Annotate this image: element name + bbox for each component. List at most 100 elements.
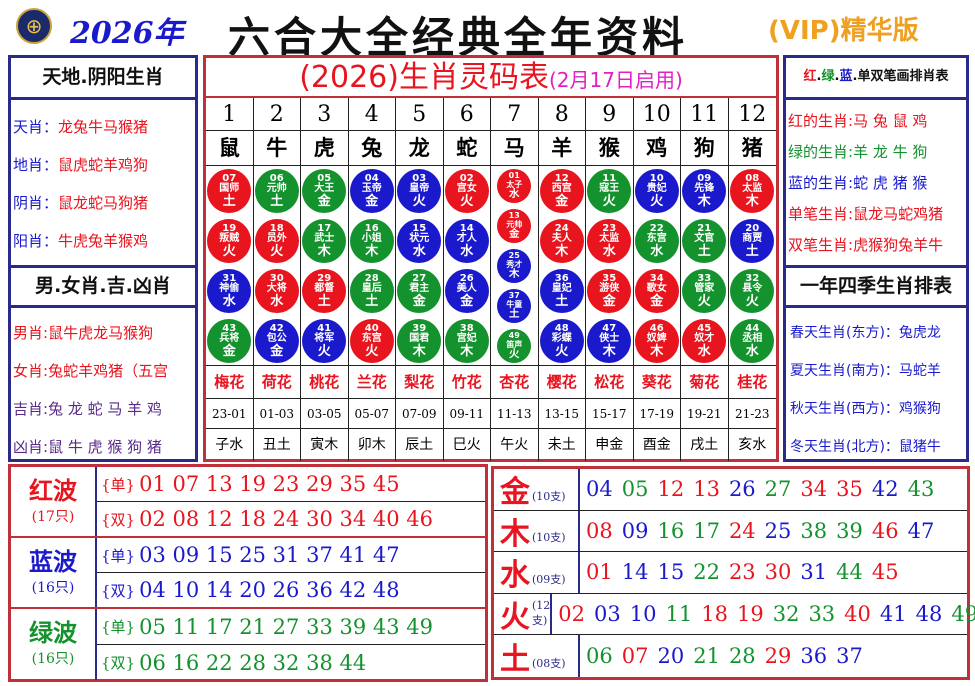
ball-number: 33 [697, 272, 712, 284]
element-numbers: 02 03 10 11 18 19 32 33 40 41 48 49 [552, 594, 975, 635]
season-heading: 一年四季生肖排表 [786, 268, 966, 308]
row-value: 牛虎兔羊猴鸡 [58, 232, 149, 250]
ball-column: 05 大王金 17 武士木 29 都督土 41 将军火 [301, 166, 349, 366]
ball-number: 29 [317, 272, 332, 284]
element-number: 46 [871, 518, 899, 543]
element-numbers: 04 05 12 13 26 27 34 35 42 43 [580, 469, 943, 510]
ball-title: 叛贼 [219, 233, 240, 245]
tiandi-row: 地肖：鼠虎蛇羊鸡狗 [13, 146, 193, 184]
wave-rows: {单} 03 09 15 25 31 37 41 47 {双} 04 10 14 20… [97, 538, 485, 607]
wave-name: 绿波 [29, 619, 77, 647]
number-ball: 14 才人水 [444, 219, 489, 263]
ball-element: 金 [555, 193, 569, 209]
number-ball: 09 先锋木 [682, 169, 727, 213]
year-label: 2026年 [70, 16, 184, 51]
ball-title: 先锋 [694, 183, 715, 195]
element-number: 32 [772, 602, 800, 627]
ball-element: 火 [365, 343, 379, 359]
number-ball: 47 侠士木 [587, 319, 632, 363]
ball-element: 土 [365, 293, 379, 309]
ball-number: 41 [317, 322, 332, 334]
tiandi-row: 阳肖：牛虎兔羊猴鸡 [13, 222, 193, 260]
ball-element: 木 [412, 343, 426, 359]
ball-number: 03 [412, 172, 427, 184]
flower-name: 樱花 [538, 366, 586, 399]
ball-element: 金 [460, 293, 474, 309]
element-number: 26 [728, 477, 756, 502]
ball-number: 08 [745, 172, 760, 184]
number-ball: 38 宫妃木 [444, 319, 489, 363]
number-ball: 03 皇帝火 [397, 169, 442, 213]
season-row: 春天生肖(东方)：兔虎龙 [790, 325, 941, 341]
number-ball: 43 兵将金 [207, 319, 252, 363]
number-ball: 30 大将水 [254, 269, 299, 313]
zodiac-name: 龙 [396, 131, 444, 166]
element-number: 37 [836, 644, 863, 669]
ball-element: 土 [222, 193, 236, 209]
branch-element: 酉金 [634, 429, 681, 461]
number-ball: 26 美人金 [444, 269, 489, 313]
time-range: 15-17 [586, 399, 634, 429]
ball-element: 土 [697, 243, 711, 259]
ball-number: 05 [317, 172, 332, 184]
ball-number: 22 [649, 222, 664, 234]
ball-element: 火 [460, 193, 474, 209]
row-label: 双笔生肖: [788, 236, 854, 254]
flower-name: 松花 [586, 366, 634, 399]
ball-number: 20 [745, 222, 760, 234]
parity-tag: {单} [101, 546, 136, 565]
wave-name: 蓝波 [29, 548, 77, 576]
ball-title: 侠士 [599, 333, 620, 345]
row-value: 鼠虎蛇羊鸡狗 [58, 156, 149, 174]
element-label: 木 (10支) [494, 510, 580, 552]
element-count: (10支) [532, 489, 566, 503]
number-ball: 10 贵妃火 [634, 169, 679, 213]
number-ball: 37 牛童土 [497, 289, 532, 323]
time-range: 01-03 [253, 399, 301, 429]
page-title: 六合大全经典全年资料 [228, 13, 689, 62]
column-number: 12 [728, 98, 776, 131]
ball-element: 水 [460, 243, 474, 259]
number-ball: 08 太监木 [730, 169, 775, 213]
ball-number: 17 [317, 222, 332, 234]
zodiac-name: 狗 [681, 131, 729, 166]
number-ball: 27 君主金 [397, 269, 442, 313]
vip-badge: (VIP)精华版 [768, 16, 919, 46]
ball-title: 太子 [506, 179, 523, 189]
number-ball: 19 叛贼火 [207, 219, 252, 263]
zodiac-name: 猪 [728, 131, 776, 166]
wave-label: 绿波 (16只) [11, 609, 97, 680]
column-number: 4 [348, 98, 396, 131]
number-ball: 20 商贾土 [730, 219, 775, 263]
zodiac-name: 鸡 [633, 131, 681, 166]
wave-group: 红波 (17只) {单} 01 07 13 19 23 29 35 45 {双} 02 0… [11, 467, 485, 538]
row-label: 红的生肖: [788, 112, 854, 130]
number-row: 1 2 3 4 5 6 7 8 9 10 11 12 [206, 98, 776, 131]
color-list: 红的生肖:马 兔 鼠 鸡绿的生肖:羊 龙 牛 狗蓝的生肖:蛇 虎 猪 猴单笔生肖… [786, 100, 966, 268]
element-table: 金 (10支) 04 05 12 13 26 27 34 35 42 43 木 (10支) 08 09 16 17… [491, 466, 975, 680]
ball-number: 48 [554, 322, 569, 334]
row-label: 地肖： [13, 156, 59, 174]
zodiac-name: 虎 [301, 131, 349, 166]
ball-column: 08 太监木 20 商贾土 32 县令火 44 丞相水 [729, 166, 777, 366]
ball-number: 18 [269, 222, 284, 234]
ball-title: 文官 [694, 233, 715, 245]
row-value: 鼠龙蛇马狗猪 [58, 194, 149, 212]
wave-row: {单} 05 11 17 21 27 33 39 43 49 [97, 609, 485, 645]
element-number: 13 [693, 477, 720, 502]
ball-number: 07 [222, 172, 237, 184]
number-ball: 40 东宫火 [349, 319, 394, 363]
ball-element: 火 [697, 293, 711, 309]
wave-numbers: 05 11 17 21 27 33 39 43 49 [139, 614, 433, 639]
element-number: 05 [621, 477, 649, 502]
column-number: 10 [633, 98, 681, 131]
ball-element: 火 [650, 193, 664, 209]
number-ball: 42 包公金 [254, 319, 299, 363]
element-row: 火 (12支) 02 03 10 11 18 19 32 33 40 41 48 49 [494, 593, 975, 636]
number-ball: 44 丞相水 [730, 319, 775, 363]
table-subtitle: (2月17日启用) [548, 68, 683, 92]
wave-name: 红波 [29, 477, 77, 505]
gender-row: 女肖:兔蛇羊鸡猪（五宫 [13, 352, 193, 390]
element-name: 金 [500, 475, 530, 511]
ball-number: 42 [269, 322, 284, 334]
